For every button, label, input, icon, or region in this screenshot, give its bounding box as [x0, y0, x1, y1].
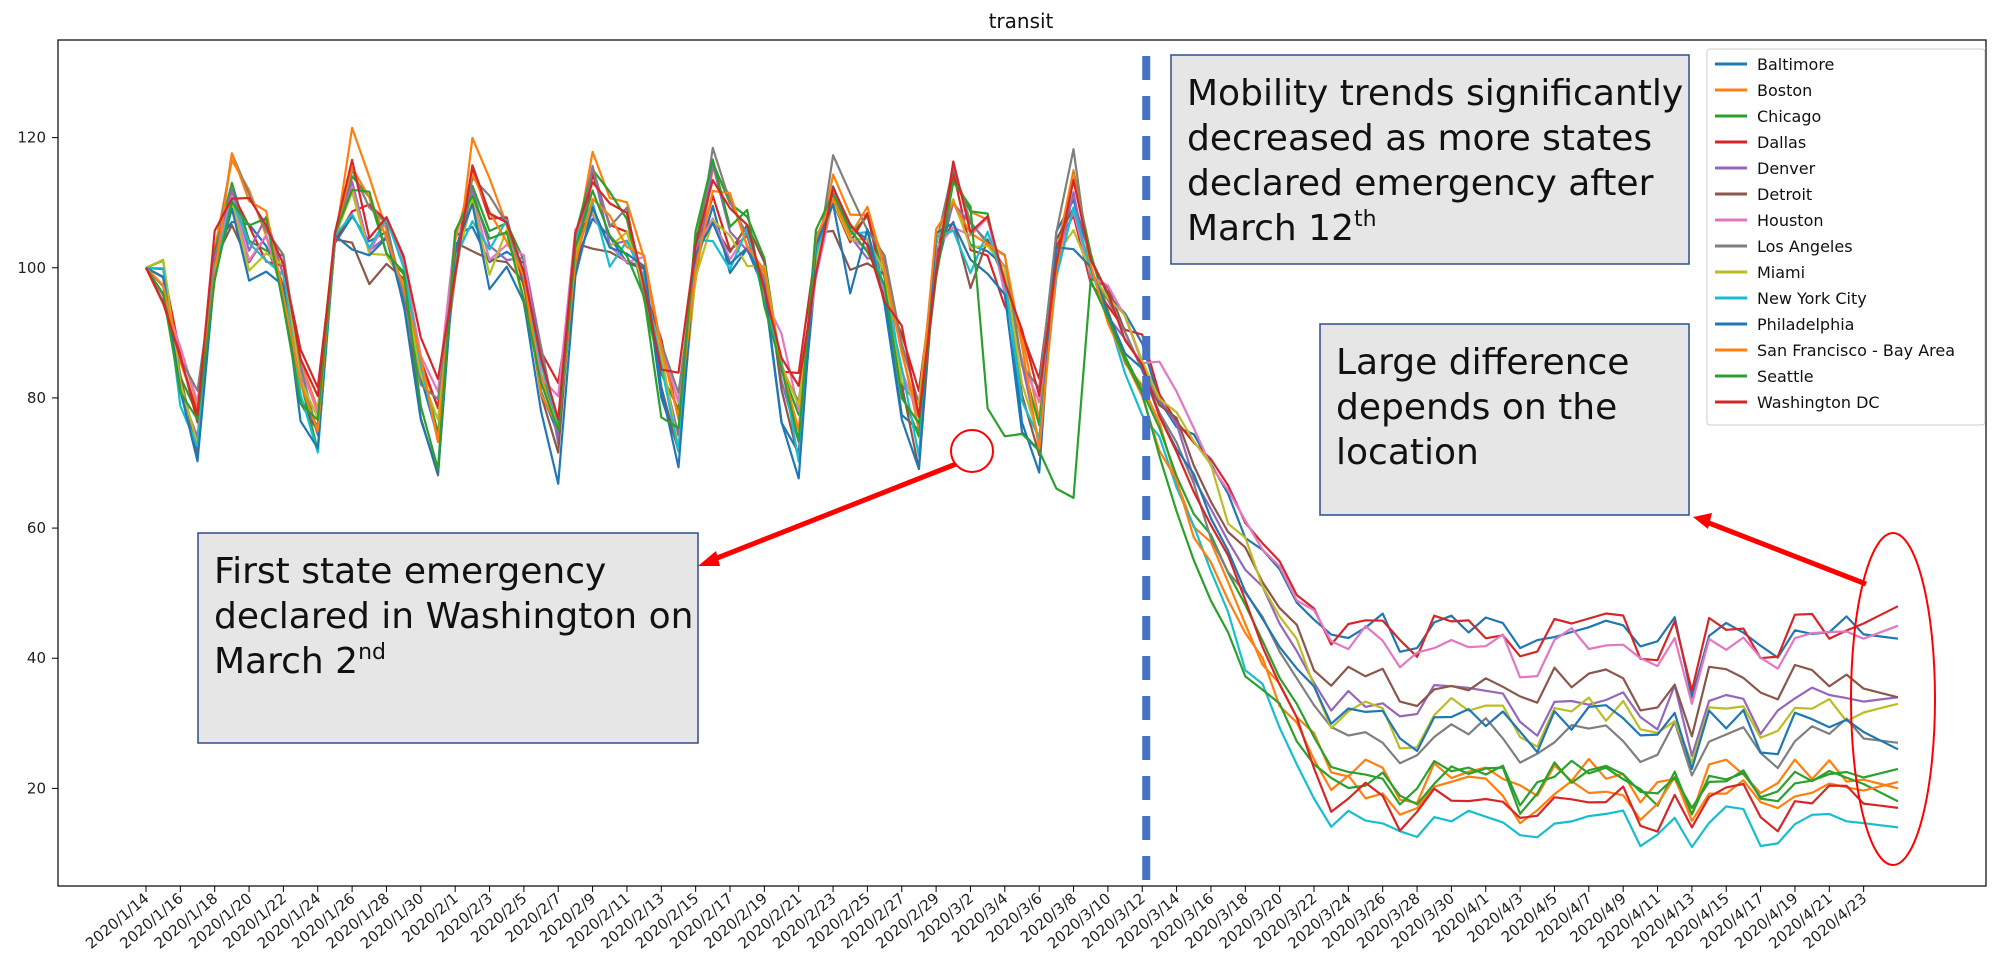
annotation-text: declared in Washington on — [214, 596, 693, 637]
y-tick-label: 80 — [27, 389, 46, 407]
series-line-philadelphia — [145, 202, 1899, 770]
legend-label: Los Angeles — [1757, 237, 1853, 256]
legend-label: Detroit — [1757, 185, 1812, 204]
annotation-text: depends on the — [1336, 387, 1617, 428]
y-tick-label: 40 — [27, 649, 46, 667]
annotation-superscript: th — [1354, 207, 1377, 232]
arrow-head — [698, 551, 720, 566]
end-values-ellipse — [1850, 532, 1936, 866]
series-line-miami — [145, 191, 1899, 764]
series-line-new-york-city — [145, 195, 1899, 849]
annotation-box — [1170, 54, 1690, 265]
legend-box — [1706, 48, 1986, 426]
annotation-text: Large difference — [1336, 342, 1629, 383]
annotation-text: declared emergency after — [1187, 163, 1654, 204]
series-line-los-angeles — [145, 146, 1899, 777]
legend-label: Chicago — [1757, 107, 1821, 126]
series-line-san-francisco-bay-area — [145, 152, 1899, 825]
legend-label: Dallas — [1757, 133, 1806, 152]
annotation-text: March 12th — [1187, 207, 1377, 249]
annotation-superscript: nd — [358, 640, 386, 665]
legend: Baltimore Boston Chicago Dallas Denver Detroi… — [1706, 48, 1986, 426]
legend-label: Washington DC — [1757, 393, 1880, 412]
annotation-text: Mobility trends significantly — [1187, 73, 1683, 114]
y-tick-label: 20 — [27, 779, 46, 797]
legend-label: Miami — [1757, 263, 1805, 282]
annotation-box — [197, 532, 699, 744]
legend-label: Philadelphia — [1757, 315, 1854, 334]
plot-frame — [57, 39, 1987, 887]
legend-label: San Francisco - Bay Area — [1757, 341, 1955, 360]
y-tick-label: 120 — [17, 129, 46, 147]
legend-label: Baltimore — [1757, 55, 1834, 74]
legend-label: Denver — [1757, 159, 1816, 178]
arrow-head — [1693, 513, 1712, 529]
annotation-text: location — [1336, 432, 1479, 473]
legend-label: Boston — [1757, 81, 1812, 100]
annotation-text: First state emergency — [214, 551, 606, 592]
legend-label: Seattle — [1757, 367, 1814, 386]
legend-label: New York City — [1757, 289, 1867, 308]
march-2-circle — [950, 429, 994, 473]
chart-title: transit — [989, 9, 1054, 33]
series-line-washington-dc — [145, 158, 1899, 833]
annotation-box — [1319, 323, 1690, 516]
series-lines — [145, 126, 1899, 849]
annotation-text: March 2nd — [214, 640, 386, 682]
arrow-line — [1708, 520, 1867, 587]
y-tick-label: 100 — [17, 259, 46, 277]
series-line-seattle — [145, 158, 1899, 815]
annotation-text: decreased as more states — [1187, 118, 1652, 159]
legend-label: Houston — [1757, 211, 1824, 230]
y-tick-label: 60 — [27, 519, 46, 537]
arrow-line — [711, 461, 957, 563]
